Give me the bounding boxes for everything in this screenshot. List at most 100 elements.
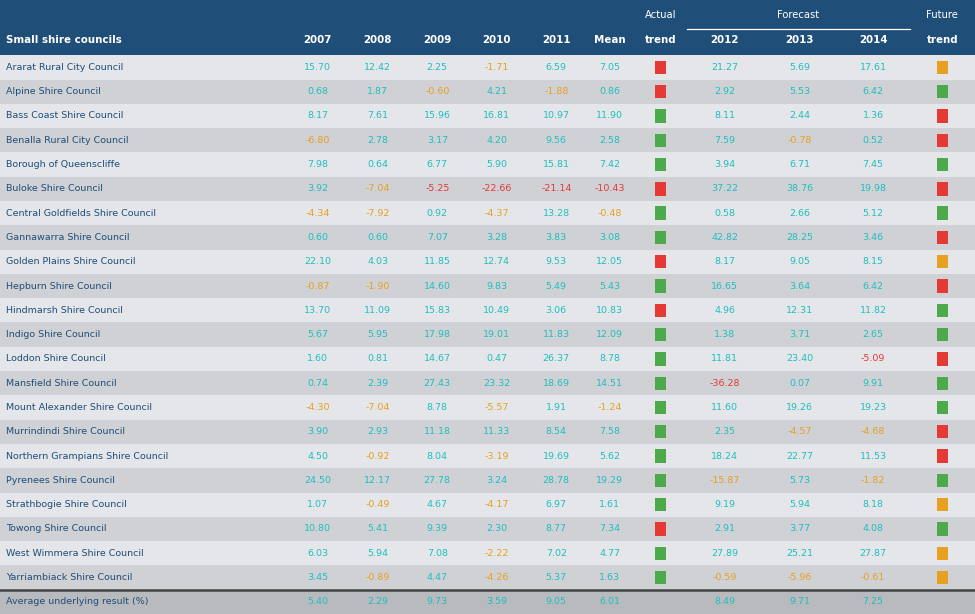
Text: 8.18: 8.18	[863, 500, 883, 509]
Text: -1.88: -1.88	[544, 87, 568, 96]
Text: 2.39: 2.39	[368, 379, 388, 387]
Text: 13.28: 13.28	[543, 209, 569, 218]
Text: 8.54: 8.54	[546, 427, 566, 437]
Text: 19.23: 19.23	[860, 403, 886, 412]
Text: 11.82: 11.82	[860, 306, 886, 315]
Text: 7.59: 7.59	[715, 136, 735, 145]
Text: 5.37: 5.37	[546, 573, 566, 582]
Text: 14.60: 14.60	[424, 282, 450, 290]
Bar	[0, 201, 975, 225]
Text: Future: Future	[926, 10, 958, 20]
Text: Gannawarra Shire Council: Gannawarra Shire Council	[6, 233, 130, 242]
Text: 5.67: 5.67	[307, 330, 329, 339]
Text: -4.37: -4.37	[485, 209, 509, 218]
Text: -1.82: -1.82	[861, 476, 885, 485]
Text: -15.87: -15.87	[710, 476, 740, 485]
Text: 7.02: 7.02	[546, 549, 566, 558]
Text: 9.91: 9.91	[863, 379, 883, 387]
Text: 2.93: 2.93	[368, 427, 388, 437]
Bar	[655, 85, 666, 98]
Bar	[937, 571, 948, 585]
Text: 4.03: 4.03	[368, 257, 388, 266]
Text: -7.92: -7.92	[366, 209, 390, 218]
Bar	[0, 444, 975, 468]
Text: 0.07: 0.07	[789, 379, 810, 387]
Text: 16.65: 16.65	[712, 282, 738, 290]
Bar	[0, 55, 975, 80]
Text: 6.77: 6.77	[427, 160, 448, 169]
Text: 3.24: 3.24	[487, 476, 507, 485]
Bar	[0, 177, 975, 201]
Text: 2.58: 2.58	[600, 136, 620, 145]
Text: 9.53: 9.53	[546, 257, 566, 266]
Bar	[655, 231, 666, 244]
Text: -0.78: -0.78	[788, 136, 812, 145]
Bar	[0, 419, 975, 444]
Text: 8.17: 8.17	[307, 112, 329, 120]
Bar	[937, 498, 948, 511]
Text: 21.27: 21.27	[712, 63, 738, 72]
Text: 2013: 2013	[785, 36, 814, 45]
Text: 5.40: 5.40	[307, 597, 329, 607]
Text: -4.57: -4.57	[788, 427, 812, 437]
Text: 2.91: 2.91	[715, 524, 735, 534]
Bar	[937, 85, 948, 98]
Text: -2.22: -2.22	[485, 549, 509, 558]
Text: -6.80: -6.80	[305, 136, 330, 145]
Text: 3.64: 3.64	[789, 282, 810, 290]
Text: 5.12: 5.12	[863, 209, 883, 218]
Bar	[937, 279, 948, 293]
Bar	[937, 376, 948, 390]
Text: 11.81: 11.81	[712, 354, 738, 363]
Text: 12.17: 12.17	[365, 476, 391, 485]
Text: 0.86: 0.86	[600, 87, 620, 96]
Text: trend: trend	[644, 36, 677, 45]
Text: 5.95: 5.95	[368, 330, 388, 339]
Bar	[655, 498, 666, 511]
Bar	[0, 541, 975, 565]
Text: 38.76: 38.76	[786, 184, 813, 193]
Text: 8.04: 8.04	[427, 451, 448, 460]
Text: Benalla Rural City Council: Benalla Rural City Council	[6, 136, 129, 145]
Text: Mean: Mean	[594, 36, 626, 45]
Text: 5.41: 5.41	[368, 524, 388, 534]
Bar	[655, 279, 666, 293]
Text: 7.58: 7.58	[600, 427, 620, 437]
Text: 7.08: 7.08	[427, 549, 448, 558]
Bar	[937, 255, 948, 268]
Text: -0.59: -0.59	[713, 573, 737, 582]
Text: 5.94: 5.94	[368, 549, 388, 558]
Bar	[655, 182, 666, 195]
Text: 8.11: 8.11	[715, 112, 735, 120]
Text: Hepburn Shire Council: Hepburn Shire Council	[6, 282, 112, 290]
Text: 27.43: 27.43	[424, 379, 450, 387]
Text: 3.90: 3.90	[307, 427, 329, 437]
Text: 22.77: 22.77	[786, 451, 813, 460]
Text: 1.87: 1.87	[368, 87, 388, 96]
Text: -5.96: -5.96	[788, 573, 812, 582]
Text: 7.45: 7.45	[863, 160, 883, 169]
Text: 4.21: 4.21	[487, 87, 507, 96]
Bar	[937, 182, 948, 195]
Text: 2014: 2014	[859, 36, 887, 45]
Text: 8.15: 8.15	[863, 257, 883, 266]
Text: 11.90: 11.90	[597, 112, 623, 120]
Text: 6.42: 6.42	[863, 282, 883, 290]
Text: 0.60: 0.60	[368, 233, 388, 242]
Text: -3.19: -3.19	[485, 451, 509, 460]
Text: 42.82: 42.82	[712, 233, 738, 242]
Text: Alpine Shire Council: Alpine Shire Council	[6, 87, 100, 96]
Text: 18.69: 18.69	[543, 379, 569, 387]
Text: 17.61: 17.61	[860, 63, 886, 72]
Text: 9.19: 9.19	[715, 500, 735, 509]
Text: 19.01: 19.01	[484, 330, 510, 339]
Text: Average underlying result (%): Average underlying result (%)	[6, 597, 148, 607]
Text: Towong Shire Council: Towong Shire Council	[6, 524, 106, 534]
Text: Small shire councils: Small shire councils	[6, 36, 122, 45]
Text: -4.17: -4.17	[485, 500, 509, 509]
Text: 15.81: 15.81	[543, 160, 569, 169]
Text: 9.05: 9.05	[546, 597, 566, 607]
Text: 0.74: 0.74	[307, 379, 329, 387]
Bar	[0, 0, 975, 55]
Bar	[937, 449, 948, 463]
